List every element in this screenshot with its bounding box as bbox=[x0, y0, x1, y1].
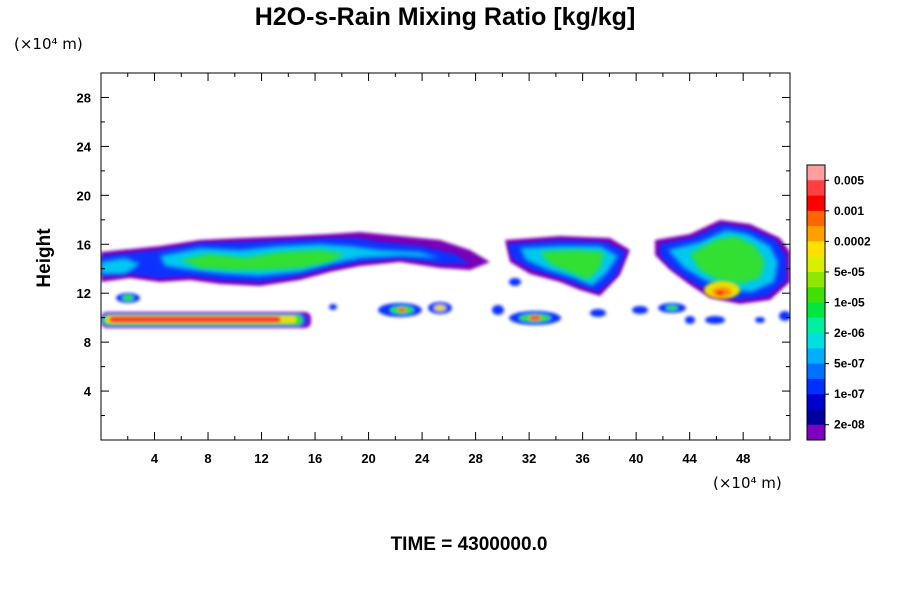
colorbar-swatch bbox=[807, 210, 825, 227]
colorbar-labels: 0.005 0.001 0.0002 5e-05 1e-05 2e-06 5e-07 1e-0… bbox=[825, 173, 871, 432]
x-tick-label: 20 bbox=[361, 451, 375, 466]
x-tick-label: 32 bbox=[522, 451, 536, 466]
colorbar-swatch bbox=[807, 394, 825, 410]
colorbar-swatch bbox=[807, 271, 825, 288]
colorbar-label: 0.005 bbox=[834, 173, 864, 187]
colorbar-swatch bbox=[807, 424, 825, 441]
y-tick-label: 12 bbox=[77, 286, 91, 301]
y-units-label: (×10⁴ m) bbox=[14, 35, 83, 53]
colorbar-swatch bbox=[807, 378, 825, 395]
x-units-label: (×10⁴ m) bbox=[713, 474, 782, 492]
colorbar-label: 1e-05 bbox=[834, 296, 865, 310]
core-red bbox=[716, 290, 724, 296]
y-tick-label: 16 bbox=[77, 237, 91, 252]
x-tick-label: 4 bbox=[151, 451, 159, 466]
upper-cloud-green bbox=[180, 250, 345, 270]
y-tick-label: 28 bbox=[77, 90, 91, 105]
rain-field bbox=[101, 220, 790, 328]
x-tick-label: 44 bbox=[682, 451, 697, 466]
colorbar-label: 2e-08 bbox=[834, 418, 865, 432]
colorbar-label: 0.0002 bbox=[834, 234, 871, 248]
colorbar-swatch bbox=[807, 180, 825, 197]
upper-cloud-cyan-4 bbox=[101, 258, 140, 274]
colorbar-label: 2e-06 bbox=[834, 326, 865, 340]
x-tick-label: 16 bbox=[308, 451, 322, 466]
time-label: TIME = 4300000.0 bbox=[391, 534, 548, 555]
x-tick-label: 24 bbox=[415, 451, 430, 466]
x-tick-label: 12 bbox=[254, 451, 268, 466]
colorbar-swatch bbox=[807, 226, 825, 242]
y-tick-label: 4 bbox=[84, 384, 92, 399]
colorbar-swatch bbox=[807, 256, 825, 273]
colorbar-swatch bbox=[807, 317, 825, 334]
x-tick-label: 40 bbox=[629, 451, 643, 466]
y-tick-label: 20 bbox=[77, 188, 91, 203]
x-tick-label: 36 bbox=[575, 451, 589, 466]
chart-title: H2O-s-Rain Mixing Ratio [kg/kg] bbox=[255, 3, 636, 31]
y-axis-label: Height bbox=[34, 228, 55, 288]
colorbar-swatch bbox=[807, 287, 825, 303]
colorbar-swatch bbox=[807, 363, 825, 380]
colorbar-swatch bbox=[807, 302, 825, 319]
x-axis-ticks: 4 8 12 16 20 24 28 32 36 40 44 48 bbox=[127, 73, 771, 466]
y-tick-label: 8 bbox=[84, 335, 91, 350]
lower-layer-red bbox=[110, 317, 280, 322]
x-tick-label: 28 bbox=[468, 451, 482, 466]
colorbar-label: 5e-07 bbox=[834, 357, 865, 371]
colorbar-label: 5e-05 bbox=[834, 265, 865, 279]
colorbar-swatch bbox=[807, 333, 825, 349]
plot-frame bbox=[100, 72, 791, 441]
colorbar-swatch bbox=[807, 409, 825, 426]
x-tick-label: 8 bbox=[204, 451, 211, 466]
x-tick-label: 48 bbox=[736, 451, 750, 466]
y-axis-ticks: 4 8 12 16 20 24 28 bbox=[77, 90, 790, 417]
colorbar-swatch bbox=[807, 195, 825, 212]
colorbar-swatch bbox=[807, 165, 825, 181]
upper-cloud-green-2 bbox=[540, 250, 604, 280]
colorbar-label: 1e-07 bbox=[834, 387, 865, 401]
y-tick-label: 24 bbox=[77, 139, 92, 154]
upper-cloud-green-3 bbox=[690, 236, 765, 284]
colorbar-swatch bbox=[807, 241, 825, 258]
colorbar-label: 0.001 bbox=[834, 204, 864, 218]
colorbar bbox=[806, 164, 826, 441]
colorbar-swatch bbox=[807, 348, 825, 365]
